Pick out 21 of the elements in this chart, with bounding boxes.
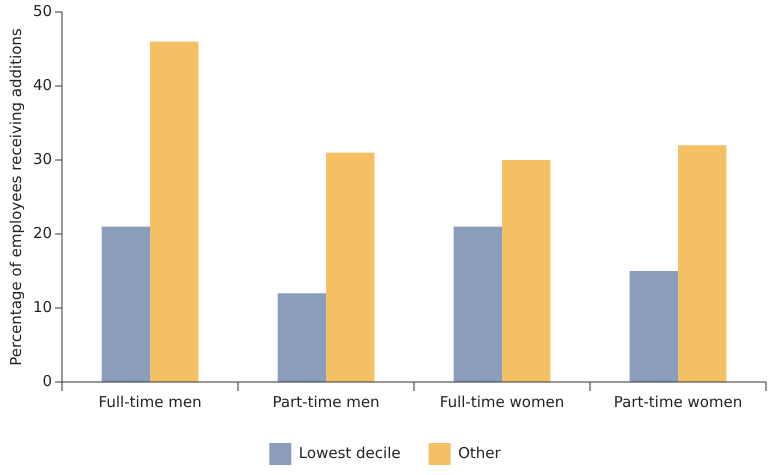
x-tick-label: Part-time men <box>272 392 380 411</box>
bar <box>326 152 374 382</box>
y-tick-label: 20 <box>32 224 52 242</box>
x-tick-label: Part-time women <box>614 392 742 411</box>
x-tick-label: Full-time men <box>98 392 202 411</box>
y-axis-title: Percentage of employees receiving additions <box>6 28 25 366</box>
bar <box>278 293 326 382</box>
bar <box>150 42 198 382</box>
legend-label: Lowest decile <box>298 444 401 462</box>
bar <box>102 226 150 382</box>
y-tick-label: 50 <box>32 2 52 20</box>
y-tick-label: 0 <box>42 372 52 390</box>
y-tick-label: 30 <box>32 150 52 168</box>
y-tick-label: 10 <box>32 298 52 316</box>
bar <box>678 145 726 382</box>
bar <box>630 271 678 382</box>
bar <box>454 226 502 382</box>
bar <box>502 160 550 382</box>
x-tick-label: Full-time women <box>440 392 564 411</box>
legend-label: Other <box>458 444 502 462</box>
y-tick-label: 40 <box>32 76 52 94</box>
